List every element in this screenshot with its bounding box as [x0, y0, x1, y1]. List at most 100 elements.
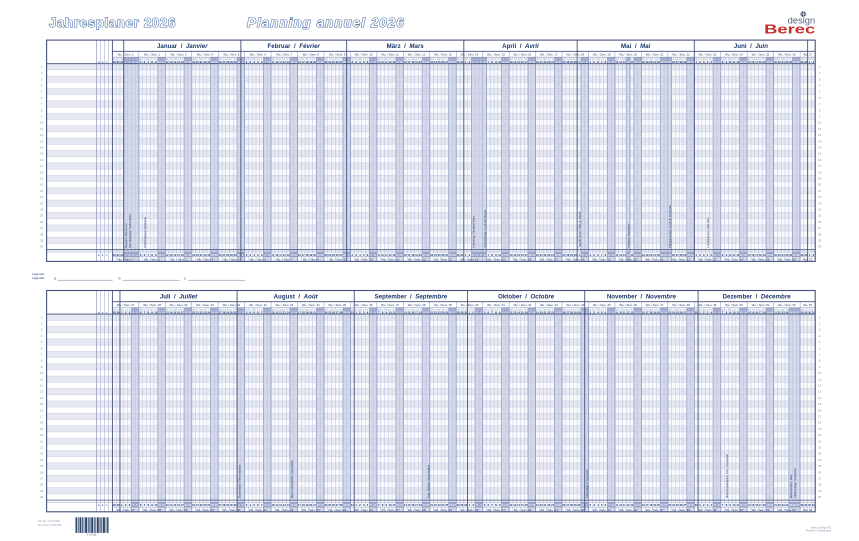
svg-text:S: S	[665, 59, 667, 61]
svg-text:18: 18	[528, 253, 531, 257]
svg-text:Dezember / Décembre: Dezember / Décembre	[723, 293, 792, 300]
svg-text:25: 25	[328, 503, 331, 507]
svg-text:16: 16	[818, 408, 822, 412]
svg-text:Wo. / Sem. 19: Wo. / Sem. 19	[593, 258, 611, 262]
svg-text:7: 7	[608, 503, 610, 507]
svg-text:15: 15	[177, 253, 180, 257]
svg-text:10: 10	[619, 503, 622, 507]
svg-text:3: 3	[472, 253, 474, 257]
svg-text:9: 9	[378, 60, 380, 64]
svg-text:M: M	[537, 309, 539, 311]
svg-text:14: 14	[517, 503, 520, 507]
svg-text:D: D	[488, 309, 490, 311]
svg-text:26: 26	[336, 253, 339, 257]
svg-text:S: S	[265, 59, 267, 61]
svg-text:20: 20	[540, 310, 543, 314]
svg-text:2: 2	[590, 503, 592, 507]
svg-text:Wo. / Sem. 52: Wo. / Sem. 52	[778, 508, 796, 512]
svg-text:17: 17	[408, 253, 411, 257]
svg-text:12: 12	[396, 310, 399, 314]
svg-text:8: 8	[147, 503, 149, 507]
svg-text:Wo. / Sem. 22: Wo. / Sem. 22	[672, 258, 690, 262]
svg-text:5: 5	[480, 60, 482, 64]
svg-text:S: S	[450, 309, 452, 311]
svg-text:M: M	[412, 309, 414, 311]
svg-text:5: 5	[140, 60, 142, 64]
svg-text:S: S	[771, 59, 773, 61]
svg-text:16: 16	[818, 158, 822, 162]
svg-text:M: M	[253, 309, 255, 311]
svg-text:14: 14	[396, 253, 399, 257]
svg-text:9 170228: 9 170228	[87, 535, 97, 537]
svg-text:27: 27	[336, 503, 339, 507]
svg-text:9: 9	[272, 253, 274, 257]
svg-text:9: 9	[151, 503, 153, 507]
svg-text:18: 18	[642, 60, 645, 64]
svg-text:M: M	[590, 309, 592, 311]
svg-text:D: D	[646, 309, 648, 311]
svg-text:Januar / Janvier: Januar / Janvier	[157, 43, 208, 50]
svg-text:14: 14	[40, 146, 44, 150]
svg-text:16: 16	[525, 310, 528, 314]
svg-text:26: 26	[680, 310, 683, 314]
svg-text:19: 19	[646, 253, 649, 257]
svg-text:24: 24	[442, 503, 445, 507]
svg-text:4: 4	[597, 310, 599, 314]
svg-text:M: M	[624, 309, 626, 311]
svg-text:29: 29	[230, 60, 233, 64]
svg-text:15: 15	[173, 310, 176, 314]
svg-text:16: 16	[181, 60, 184, 64]
svg-text:3: 3	[819, 328, 821, 332]
svg-text:25: 25	[211, 310, 214, 314]
svg-text:21: 21	[313, 503, 316, 507]
svg-text:Wo. / Sem. 31: Wo. / Sem. 31	[223, 508, 241, 512]
svg-text:c: c	[106, 60, 108, 64]
svg-text:Allerheiligen / Toussaint: Allerheiligen / Toussaint	[585, 470, 589, 498]
svg-text:1: 1	[469, 503, 471, 507]
svg-text:D: D	[284, 309, 286, 311]
svg-text:D: D	[779, 309, 781, 311]
svg-text:23: 23	[668, 310, 671, 314]
svg-text:D: D	[442, 59, 444, 61]
svg-text:S: S	[609, 59, 611, 61]
svg-text:8: 8	[265, 503, 267, 507]
svg-text:25: 25	[668, 60, 671, 64]
svg-text:15: 15	[408, 503, 411, 507]
svg-text:29: 29	[113, 310, 116, 314]
svg-text:M: M	[325, 59, 327, 61]
svg-text:5: 5	[136, 503, 138, 507]
svg-text:Berchtoldstag / St-Berchtold: Berchtoldstag / St-Berchtold	[128, 214, 132, 248]
svg-text:18: 18	[188, 60, 191, 64]
svg-text:22: 22	[200, 310, 203, 314]
svg-text:D: D	[461, 59, 463, 61]
svg-text:27: 27	[793, 60, 796, 64]
svg-text:Wo. / Sem. 12: Wo. / Sem. 12	[408, 52, 426, 56]
svg-text:M: M	[756, 309, 758, 311]
svg-text:M: M	[510, 309, 512, 311]
svg-text:4: 4	[249, 503, 251, 507]
svg-text:M: M	[782, 59, 784, 61]
svg-text:D: D	[223, 309, 225, 311]
svg-text:M: M	[650, 309, 652, 311]
svg-text:8: 8	[382, 310, 384, 314]
svg-text:1: 1	[238, 310, 240, 314]
svg-text:M: M	[253, 59, 255, 61]
svg-text:5: 5	[710, 253, 712, 257]
svg-text:20: 20	[818, 433, 822, 437]
svg-text:Wo. 27: Wo. 27	[803, 258, 812, 262]
svg-text:18: 18	[40, 170, 44, 174]
svg-text:8: 8	[612, 310, 614, 314]
svg-text:Legende:: Legende:	[32, 272, 45, 276]
svg-text:Wo. / Sem. 19: Wo. / Sem. 19	[593, 52, 611, 56]
svg-text:D: D	[355, 309, 357, 311]
svg-text:D: D	[329, 59, 331, 61]
svg-text:Wo. / Sem. 2: Wo. / Sem. 2	[144, 258, 161, 262]
svg-text:23: 23	[204, 503, 207, 507]
svg-text:3: 3	[593, 503, 595, 507]
svg-text:12: 12	[818, 133, 822, 137]
svg-text:M: M	[809, 59, 811, 61]
svg-text:15: 15	[408, 310, 411, 314]
svg-text:D: D	[336, 309, 338, 311]
svg-text:15: 15	[748, 253, 751, 257]
svg-text:28: 28	[40, 483, 44, 487]
